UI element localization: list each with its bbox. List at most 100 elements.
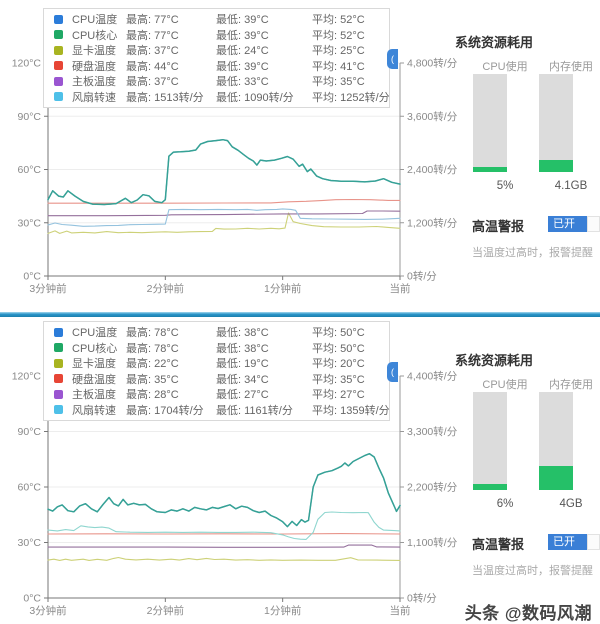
y-right-tick-label: 1,200转/分 [407,216,458,229]
system-resources-panel: 系统资源耗用 CPU使用 内存使用 5% 4.1GB 高温警报 已开启 [455,32,600,282]
series-CPU核心 [47,452,401,528]
legend-row[interactable]: 显卡温度 最高: 37°C 最低: 24°C 平均: 25°C [54,44,389,60]
monitor-panel-bottom: 0°C 0转/分 30°C 1,100转/分 60°C 2,200转/分 90°C 3,300… [0,313,600,624]
series-min: 最低: 19°C [216,358,269,371]
y-right-tick-label: 3,600转/分 [407,110,458,123]
legend-swatch-cell [54,374,72,386]
legend-row[interactable]: 风扇转速 最高: 1704转/分 最低: 1161转/分 平均: 1359转/分 [54,404,390,420]
series-name: 显卡温度 [72,45,116,58]
legend-swatch-cell [54,45,72,58]
alarm-toggle-knob [586,216,600,232]
legend-row[interactable]: 风扇转速 最高: 1513转/分 最低: 1090转/分 平均: 1252转/分 [54,91,390,107]
legend-swatch-cell [54,389,72,402]
legend-row[interactable]: CPU核心 最高: 78°C 最低: 38°C 平均: 50°C [54,342,389,358]
y-left-tick-label: 30°C [18,217,42,229]
mem-usage-label: 内存使用 [549,61,593,73]
series-name: 主板温度 [72,389,116,402]
legend-row[interactable]: CPU温度 最高: 78°C 最低: 38°C 平均: 50°C [54,326,389,342]
y-left-tick-label: 90°C [18,426,42,438]
x-tick-label: 1分钟前 [264,282,301,295]
series-name: 硬盘温度 [72,60,116,73]
alarm-toggle[interactable]: 已开启 [548,534,600,564]
y-left-tick-label: 0°C [23,271,41,283]
legend-swatch-cell [54,92,72,104]
legend-row[interactable]: 主板温度 最高: 28°C 最低: 27°C 平均: 27°C [54,388,389,404]
series-max: 最高: 37°C [126,45,179,58]
alarm-toggle-on-label: 已开启 [548,534,587,564]
y-right-tick-label: 1,100转/分 [407,536,458,549]
y-left-tick-label: 120°C [12,371,42,383]
series-CPU温度 [47,139,401,206]
series-name: 主板温度 [72,76,116,89]
cpu-usage-fill [473,167,507,172]
series-color-swatch [54,92,63,102]
series-max: 最高: 44°C [126,60,179,73]
legend-row[interactable]: 主板温度 最高: 37°C 最低: 33°C 平均: 35°C [54,75,389,91]
series-color-swatch [54,343,63,353]
series-color-swatch [54,327,63,337]
chart-legend: CPU温度 最高: 77°C 最低: 39°C 平均: 52°C CPU核心 最高: 77… [43,8,398,108]
legend-collapse-handle[interactable]: ( [387,49,398,69]
resources-title: 系统资源耗用 [455,35,534,50]
x-tick-label: 1分钟前 [264,604,301,617]
mem-usage-value: 4.1GB [554,180,588,192]
cpu-usage-bar [473,392,507,490]
legend-row[interactable]: 显卡温度 最高: 22°C 最低: 19°C 平均: 20°C [54,357,389,373]
mem-usage-fill [539,160,573,172]
series-color-swatch [54,389,63,399]
monitor-panel-top: 0°C 0转/分 30°C 1,200转/分 60°C 2,400转/分 90°C 3,600… [12,8,600,295]
legend-swatch-cell [54,327,72,340]
series-显卡温度 [47,212,401,234]
alarm-note: 当温度过高时，报警提醒 [472,247,593,259]
y-right-tick-label: 3,300转/分 [407,425,458,438]
series-avg: 平均: 50°C [312,327,365,340]
y-right-tick-label: 4,400转/分 [407,370,458,383]
legend-row[interactable]: CPU核心 最高: 77°C 最低: 39°C 平均: 52°C [54,29,389,45]
legend-rows: CPU温度 最高: 78°C 最低: 38°C 平均: 50°C CPU核心 最高: 78… [54,326,390,420]
x-tick-label: 3分钟前 [29,604,66,617]
alarm-toggle[interactable]: 已开启 [548,216,600,246]
y-right-tick-label: 4,800转/分 [407,57,458,70]
y-right-tick-label: 2,400转/分 [407,163,458,176]
legend-swatch-cell [54,76,72,89]
series-min: 最低: 34°C [216,373,269,386]
x-tick-label: 当前 [390,282,411,295]
y-left-tick-label: 90°C [18,111,42,123]
series-min: 最低: 1161转/分 [216,404,293,417]
cpu-usage-label: CPU使用 [482,379,528,391]
y-left-tick-label: 120°C [12,58,42,70]
series-min: 最低: 1090转/分 [216,91,294,104]
y-left-tick-label: 60°C [18,482,42,494]
legend-row[interactable]: 硬盘温度 最高: 35°C 最低: 34°C 平均: 35°C [54,373,389,389]
alarm-toggle-knob [586,534,600,550]
legend-row[interactable]: 硬盘温度 最高: 44°C 最低: 39°C 平均: 41°C [54,60,389,76]
legend-row[interactable]: CPU温度 最高: 77°C 最低: 39°C 平均: 52°C [54,13,389,29]
series-avg: 平均: 20°C [312,358,365,371]
mem-usage-bar [539,392,573,490]
series-风扇转速 [47,208,401,227]
watermark: 头条 @数码风潮 [464,604,592,623]
legend-swatch-cell [54,343,72,355]
series-max: 最高: 77°C [126,29,179,42]
series-color-swatch [54,405,63,415]
x-tick-label: 当前 [390,604,411,617]
legend-collapse-handle[interactable]: ( [387,362,398,382]
series-avg: 平均: 52°C [312,14,365,27]
alarm-toggle-on-label: 已开启 [548,216,587,246]
series-硬盘温度 [47,198,401,204]
series-avg: 平均: 41°C [312,60,365,73]
series-max: 最高: 1704转/分 [126,404,204,417]
legend-swatch-cell [54,61,72,73]
series-min: 最低: 27°C [216,389,269,402]
series-avg: 平均: 50°C [312,342,365,355]
series-min: 最低: 39°C [216,60,269,73]
x-tick-label: 2分钟前 [147,282,184,295]
mem-usage-bar [539,74,573,172]
legend-swatch-cell [54,14,72,27]
legend-swatch-cell [54,30,72,42]
series-color-swatch [54,374,63,384]
x-tick-label: 2分钟前 [147,604,184,617]
series-max: 最高: 77°C [126,14,179,27]
series-avg: 平均: 1252转/分 [312,91,390,104]
